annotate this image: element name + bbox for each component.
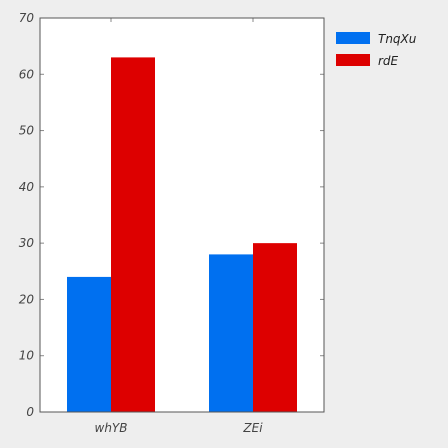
y-axis-ticks: 0 10 20 30 40 50 60 70 bbox=[19, 11, 324, 419]
bar-TnqXu-whYB bbox=[67, 276, 111, 412]
x-tick-label: whYB bbox=[95, 421, 128, 435]
legend: TnqXu rdE bbox=[336, 32, 417, 68]
bar-rdE-ZEi bbox=[253, 243, 297, 412]
bar-TnqXu-ZEi bbox=[209, 254, 253, 412]
legend-label-TnqXu: TnqXu bbox=[378, 32, 417, 46]
bars bbox=[67, 57, 297, 413]
y-tick-label: 40 bbox=[19, 180, 35, 194]
legend-swatch-rdE bbox=[336, 54, 370, 66]
y-tick-label: 10 bbox=[19, 349, 35, 363]
y-tick-label: 0 bbox=[26, 405, 34, 419]
y-tick-label: 70 bbox=[19, 11, 35, 25]
legend-label-rdE: rdE bbox=[378, 54, 399, 68]
y-tick-label: 20 bbox=[19, 292, 35, 306]
bar-rdE-whYB bbox=[111, 57, 155, 413]
y-tick-label: 60 bbox=[19, 67, 35, 81]
y-tick-label: 50 bbox=[19, 124, 35, 138]
x-tick-label: ZEi bbox=[242, 421, 263, 435]
x-axis-ticks: whYB ZEi bbox=[95, 18, 263, 435]
y-tick-label: 30 bbox=[19, 236, 35, 250]
plot-frame bbox=[39, 17, 325, 413]
legend-swatch-TnqXu bbox=[336, 32, 370, 44]
